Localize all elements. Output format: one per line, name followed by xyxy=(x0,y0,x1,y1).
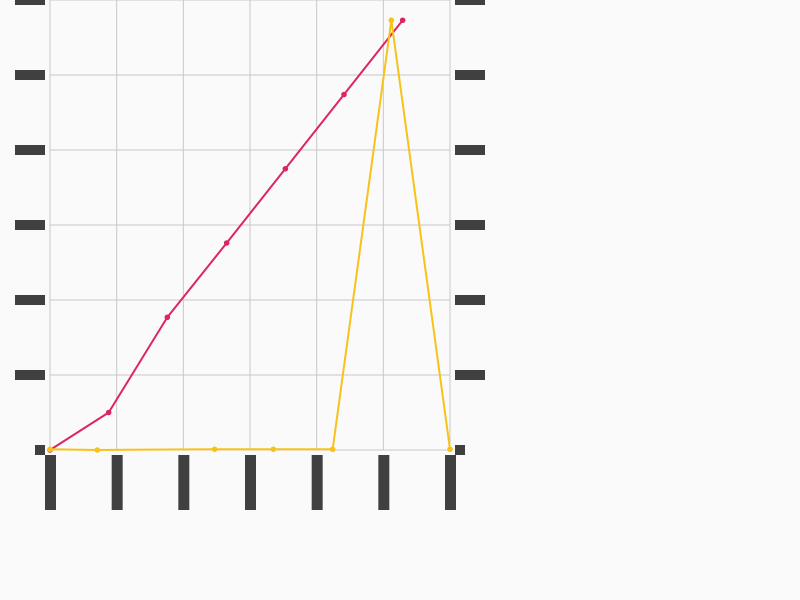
series-0-point-1 xyxy=(105,409,112,416)
y-tick-label-right-4 xyxy=(455,145,485,155)
x-tick-label-3 xyxy=(245,455,256,510)
y-tick-label-right-5 xyxy=(455,70,485,80)
y-tick-label-left-1 xyxy=(15,370,45,380)
series-0-point-4 xyxy=(282,165,289,172)
y-axis-right-ticks xyxy=(455,0,485,455)
x-axis-ticks xyxy=(45,455,456,510)
series-1-point-1 xyxy=(94,447,101,453)
x-tick-label-5 xyxy=(378,455,390,510)
y-tick-label-right-0 xyxy=(455,445,465,455)
x-tick-label-0 xyxy=(45,455,56,510)
series-1-point-2 xyxy=(211,446,218,453)
y-tick-label-left-4 xyxy=(15,145,45,155)
y-tick-label-left-2 xyxy=(15,295,45,305)
series-1-point-4 xyxy=(329,446,336,453)
series-0-point-5 xyxy=(341,91,347,98)
x-tick-label-2 xyxy=(178,455,190,510)
series-0-point-6 xyxy=(399,17,406,24)
series-group xyxy=(47,17,453,453)
y-tick-label-left-6 xyxy=(15,0,45,5)
y-tick-label-right-2 xyxy=(455,295,485,305)
y-tick-label-right-1 xyxy=(455,370,485,380)
x-tick-label-1 xyxy=(111,455,123,510)
series-1-point-0 xyxy=(47,446,53,453)
x-tick-label-6 xyxy=(445,455,456,510)
series-1 xyxy=(47,17,453,453)
series-1-point-5 xyxy=(388,17,395,24)
y-tick-label-left-0 xyxy=(35,445,45,455)
series-0-point-3 xyxy=(223,240,230,246)
y-axis-left-ticks xyxy=(15,0,45,455)
series-1-point-6 xyxy=(447,446,453,453)
series-1-point-3 xyxy=(270,446,277,453)
y-tick-label-left-5 xyxy=(15,70,45,80)
y-tick-label-right-6 xyxy=(455,0,485,5)
y-tick-label-right-3 xyxy=(455,220,485,230)
y-tick-label-left-3 xyxy=(15,220,45,230)
x-tick-label-4 xyxy=(311,455,323,510)
series-0-point-2 xyxy=(164,314,171,321)
